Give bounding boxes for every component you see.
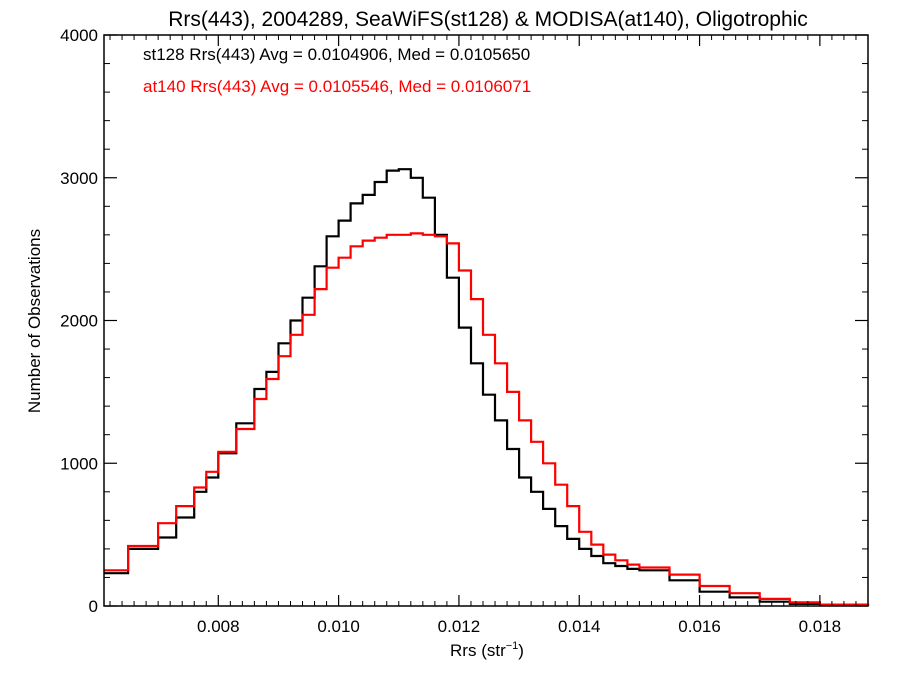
series-layer bbox=[104, 168, 870, 607]
x-axis-label-superscript: −1 bbox=[506, 640, 519, 652]
x-tick-label: 0.016 bbox=[678, 617, 721, 636]
x-axis-label: Rrs (str−1) bbox=[450, 640, 524, 660]
x-tick-label: 0.012 bbox=[438, 617, 481, 636]
legend-annotation-at140: at140 Rrs(443) Avg = 0.0105546, Med = 0.… bbox=[143, 77, 531, 96]
y-tick-label: 1000 bbox=[60, 454, 98, 473]
series-0-histogram-line bbox=[104, 168, 870, 607]
x-tick-label: 0.008 bbox=[197, 617, 240, 636]
y-tick-label: 2000 bbox=[60, 312, 98, 331]
y-axis-label: Number of Observations bbox=[25, 229, 44, 413]
x-tick-label: 0.014 bbox=[558, 617, 601, 636]
series-1-histogram-line bbox=[104, 232, 870, 606]
chart-title: Rrs(443), 2004289, SeaWiFS(st128) & MODI… bbox=[168, 8, 808, 31]
x-tick-label: 0.010 bbox=[317, 617, 360, 636]
y-tick-label: 3000 bbox=[60, 169, 98, 188]
legend-annotation-st128: st128 Rrs(443) Avg = 0.0104906, Med = 0.… bbox=[143, 45, 530, 64]
axes-layer: 0.008 0.010 0.012 0.014 0.016 0.018 0 1000 2000 3… bbox=[60, 26, 869, 636]
plot-frame bbox=[103, 34, 869, 607]
y-tick-label: 0 bbox=[89, 597, 98, 616]
x-tick-label: 0.018 bbox=[799, 617, 842, 636]
y-tick-label: 4000 bbox=[60, 26, 98, 45]
